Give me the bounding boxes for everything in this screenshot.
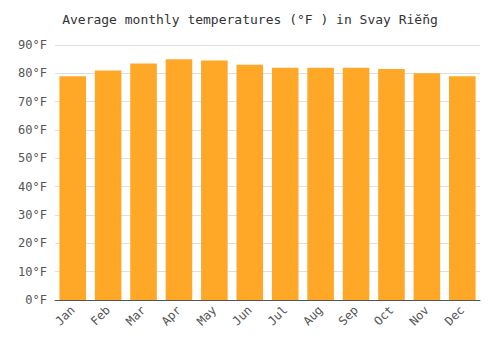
- svg-text:0°F: 0°F: [25, 293, 47, 307]
- svg-text:Jun: Jun: [230, 303, 255, 328]
- svg-text:70°F: 70°F: [18, 95, 47, 109]
- svg-text:Oct: Oct: [371, 303, 396, 328]
- svg-text:Feb: Feb: [88, 303, 113, 328]
- svg-text:10°F: 10°F: [18, 265, 47, 279]
- svg-text:40°F: 40°F: [18, 180, 47, 194]
- svg-text:90°F: 90°F: [18, 38, 47, 52]
- svg-text:60°F: 60°F: [18, 123, 47, 137]
- svg-text:Nov: Nov: [407, 303, 432, 328]
- svg-text:80°F: 80°F: [18, 66, 47, 80]
- svg-text:Apr: Apr: [159, 303, 184, 328]
- svg-text:Average monthly temperatures (: Average monthly temperatures (°F ) in Sv…: [62, 12, 438, 27]
- svg-text:Jan: Jan: [52, 303, 77, 328]
- svg-text:Sep: Sep: [336, 303, 361, 328]
- svg-text:Jul: Jul: [265, 303, 290, 328]
- svg-text:Aug: Aug: [300, 303, 325, 328]
- svg-text:30°F: 30°F: [18, 208, 47, 222]
- svg-text:20°F: 20°F: [18, 236, 47, 250]
- svg-text:May: May: [194, 303, 219, 328]
- svg-text:50°F: 50°F: [18, 151, 47, 165]
- svg-text:Dec: Dec: [442, 303, 467, 328]
- svg-text:Mar: Mar: [123, 303, 148, 328]
